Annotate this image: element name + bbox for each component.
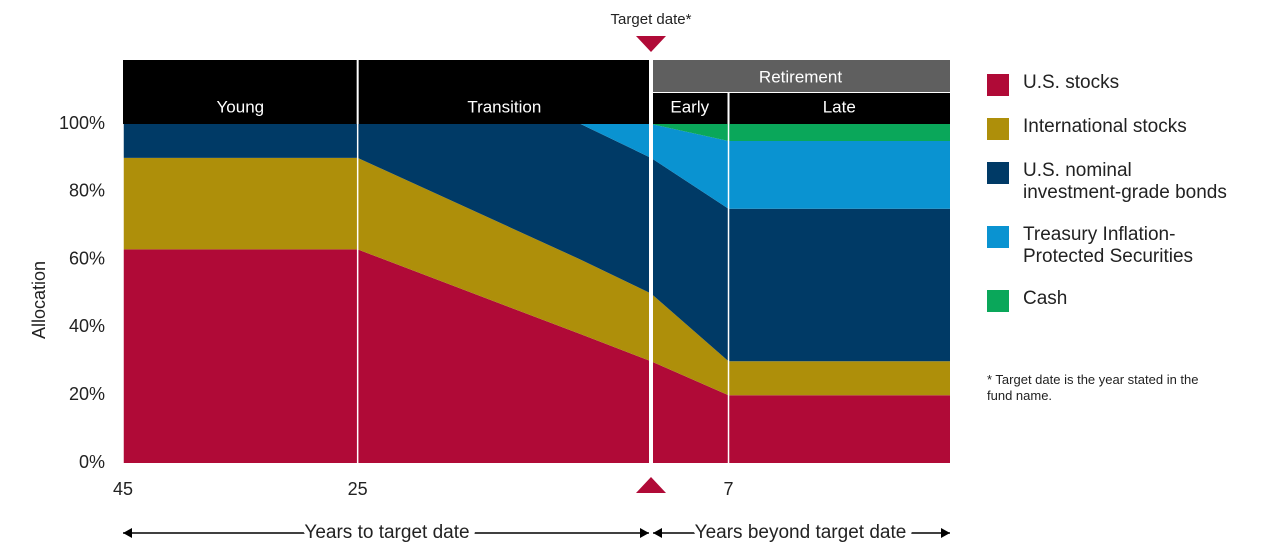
legend-swatch — [987, 226, 1009, 248]
phase-bar — [653, 60, 950, 92]
arrow-head — [123, 528, 132, 538]
y-axis-label: Allocation — [29, 261, 49, 339]
target-label: Target date* — [611, 11, 692, 28]
legend-item: International stocks — [987, 116, 1237, 140]
x-tick-label: 7 — [724, 479, 734, 499]
area — [123, 157, 950, 396]
y-tick-label: 60% — [69, 248, 105, 268]
target-marker — [636, 477, 666, 493]
legend-label: Treasury Inflation-Protected Securities — [1023, 224, 1194, 267]
arrow-head — [941, 528, 950, 538]
legend-item: U.S. stocks — [987, 72, 1237, 96]
y-tick-label: 40% — [69, 316, 105, 336]
legend-label: U.S. nominal investment-grade bonds — [1023, 160, 1227, 203]
area — [123, 249, 950, 463]
arrow-head — [640, 528, 649, 538]
target-marker — [636, 36, 666, 52]
x-tick-label: 25 — [348, 479, 368, 499]
legend-swatch — [987, 162, 1009, 184]
y-tick-label: 0% — [79, 452, 105, 472]
legend-label: International stocks — [1023, 116, 1187, 137]
phase-bar — [358, 60, 649, 124]
phase-bar — [123, 60, 357, 124]
phase-bar — [653, 93, 728, 124]
arrow-head — [653, 528, 662, 538]
area — [123, 124, 950, 141]
y-tick-label: 20% — [69, 384, 105, 404]
phase-bar — [729, 93, 950, 124]
phase-label: Transition — [467, 97, 541, 116]
y-tick-label: 100% — [59, 113, 105, 133]
legend-label: U.S. stocks — [1023, 72, 1120, 93]
area — [123, 124, 950, 209]
legend-item: Treasury Inflation-Protected Securities — [987, 224, 1237, 268]
x-axis-label: Years beyond target date — [695, 522, 907, 543]
phase-label: Late — [823, 97, 856, 116]
legend-label: Cash — [1023, 288, 1068, 309]
y-tick-label: 80% — [69, 181, 105, 201]
phase-label: Retirement — [759, 67, 842, 86]
area — [123, 124, 950, 362]
x-tick-label: 45 — [113, 479, 133, 499]
chart: Allocation 0% 20% 40% 60% 80% 100% 45 25 7 Young T… — [28, 10, 950, 544]
footnote: * Target date is the year stated in the … — [987, 372, 1199, 403]
phase-label: Early — [670, 97, 709, 116]
legend-swatch — [987, 118, 1009, 140]
x-axis-label: Years to target date — [304, 522, 469, 543]
legend: U.S. stocks International stocks U.S. nomi… — [987, 72, 1237, 332]
legend-item: Cash — [987, 288, 1237, 312]
legend-swatch — [987, 74, 1009, 96]
legend-item: U.S. nominal investment-grade bonds — [987, 160, 1237, 204]
phase-label: Young — [217, 97, 265, 116]
legend-swatch — [987, 290, 1009, 312]
